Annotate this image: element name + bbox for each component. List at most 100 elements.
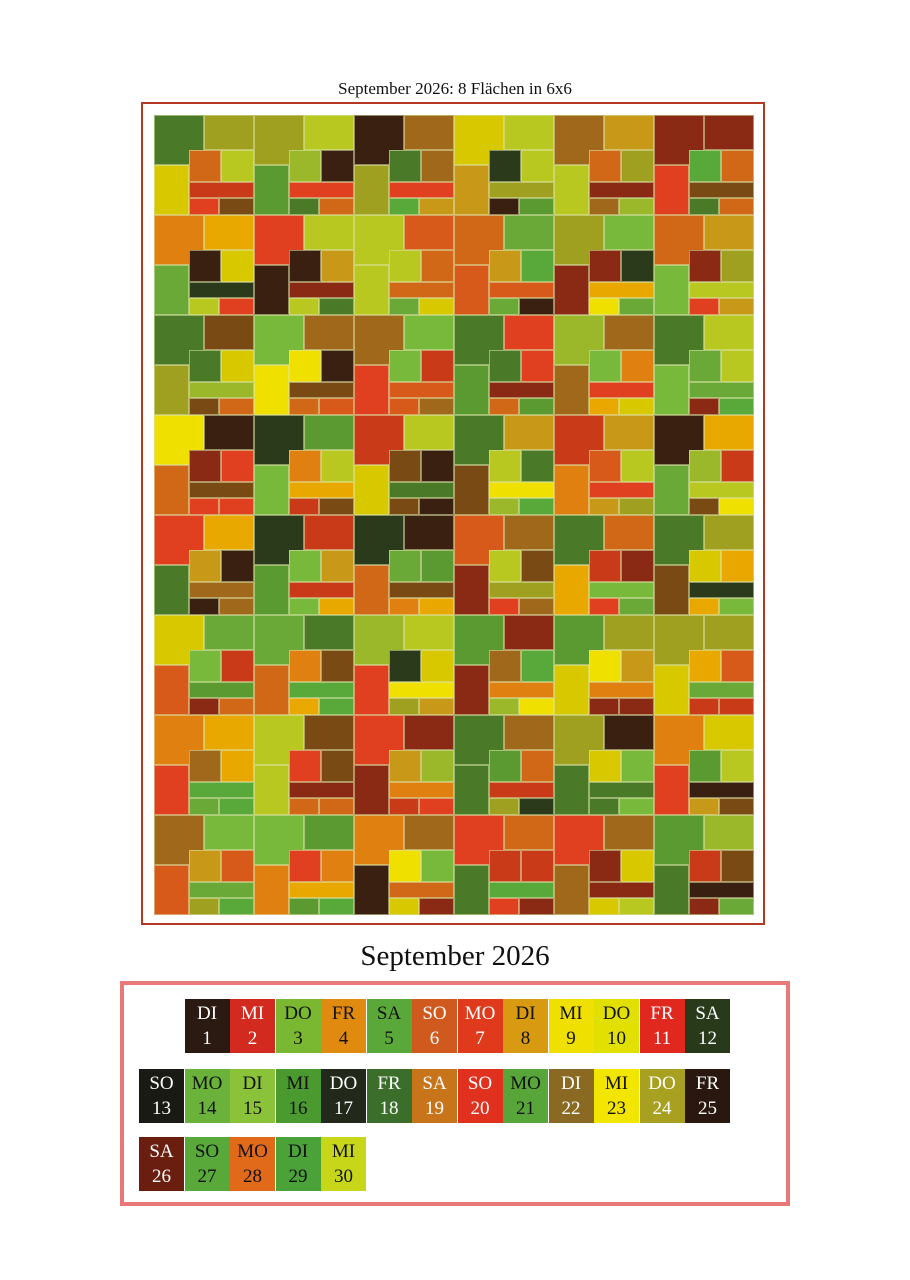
- mosaic-piece: [689, 698, 719, 715]
- mosaic-piece: [721, 750, 754, 782]
- mosaic-piece: [289, 582, 354, 598]
- mosaic-piece: [589, 282, 654, 298]
- calendar-day: MI 9: [548, 999, 594, 1053]
- mosaic-piece: [304, 315, 354, 350]
- mosaic-piece: [521, 150, 554, 182]
- mosaic-piece: [419, 398, 454, 415]
- mosaic-piece: [689, 498, 719, 515]
- mosaic-piece: [654, 465, 689, 515]
- mosaic-piece: [389, 898, 419, 915]
- mosaic-piece: [521, 650, 554, 682]
- day-number: 19: [425, 1098, 444, 1119]
- mosaic-piece: [589, 582, 654, 598]
- mosaic-piece: [504, 715, 554, 750]
- mosaic-piece: [154, 365, 189, 415]
- mosaic-piece: [454, 365, 489, 415]
- mosaic-piece: [254, 565, 289, 615]
- mosaic-piece: [389, 598, 419, 615]
- mosaic-piece: [321, 750, 354, 782]
- mosaic-piece: [589, 398, 619, 415]
- mosaic-piece: [719, 698, 754, 715]
- weekday-label: FR: [377, 1073, 401, 1094]
- mosaic-piece: [189, 682, 254, 698]
- mosaic-piece: [189, 650, 221, 682]
- mosaic-piece: [389, 450, 421, 482]
- mosaic-piece: [721, 250, 754, 282]
- mosaic-artwork: [154, 115, 754, 915]
- mosaic-piece: [389, 850, 421, 882]
- mosaic-piece: [189, 798, 219, 815]
- mosaic-piece: [404, 315, 454, 350]
- mosaic-piece: [389, 782, 454, 798]
- mosaic-piece: [289, 350, 321, 382]
- mosaic-piece: [589, 650, 621, 682]
- mosaic-piece: [321, 450, 354, 482]
- mosaic-piece: [254, 665, 289, 715]
- weekday-label: DI: [196, 1003, 218, 1024]
- mosaic-piece: [419, 298, 454, 315]
- mosaic-piece: [354, 765, 389, 815]
- mosaic-piece: [589, 850, 621, 882]
- mosaic-piece: [289, 482, 354, 498]
- mosaic-piece: [689, 798, 719, 815]
- mosaic-piece: [221, 150, 254, 182]
- mosaic-piece: [421, 850, 454, 882]
- mosaic-piece: [589, 550, 621, 582]
- mosaic-piece: [654, 665, 689, 715]
- mosaic-piece: [204, 115, 254, 150]
- mosaic-piece: [719, 398, 754, 415]
- weekday-label: MI: [559, 1003, 583, 1024]
- mosaic-piece: [489, 598, 519, 615]
- mosaic-piece: [554, 765, 589, 815]
- mosaic-piece: [421, 650, 454, 682]
- mosaic-piece: [519, 698, 554, 715]
- mosaic-piece: [289, 882, 354, 898]
- mosaic-piece: [519, 598, 554, 615]
- mosaic-piece: [304, 615, 354, 650]
- mosaic-piece: [189, 182, 254, 198]
- weekday-label: DI: [242, 1073, 263, 1094]
- weekday-label: SA: [695, 1003, 720, 1024]
- mosaic-piece: [489, 250, 521, 282]
- mosaic-piece: [621, 750, 654, 782]
- day-number: 17: [334, 1098, 353, 1119]
- weekday-label: FR: [695, 1073, 720, 1094]
- mosaic-piece: [604, 615, 654, 650]
- mosaic-piece: [489, 482, 554, 498]
- mosaic-piece: [204, 215, 254, 250]
- mosaic-piece: [254, 765, 289, 815]
- mosaic-piece: [454, 165, 489, 215]
- day-number: 5: [384, 1028, 394, 1049]
- mosaic-piece: [521, 250, 554, 282]
- mosaic-piece: [289, 898, 319, 915]
- day-number: 29: [288, 1166, 308, 1187]
- mosaic-piece: [554, 415, 604, 465]
- mosaic-piece: [304, 515, 354, 550]
- mosaic-piece: [354, 365, 389, 415]
- mosaic-piece: [154, 265, 189, 315]
- mosaic-piece: [704, 315, 754, 350]
- weekday-label: FR: [650, 1003, 674, 1024]
- day-number: 12: [698, 1028, 717, 1049]
- mosaic-piece: [189, 782, 254, 798]
- mosaic-piece: [289, 750, 321, 782]
- mosaic-piece: [504, 315, 554, 350]
- mosaic-piece: [219, 898, 254, 915]
- mosaic-piece: [489, 350, 521, 382]
- calendar-day: SO 27: [184, 1137, 230, 1191]
- mosaic-piece: [504, 115, 554, 150]
- mosaic-piece: [219, 698, 254, 715]
- mosaic-piece: [389, 582, 454, 598]
- mosaic-piece: [654, 765, 689, 815]
- mosaic-piece: [389, 750, 421, 782]
- mosaic-piece: [189, 698, 219, 715]
- mosaic-piece: [719, 298, 754, 315]
- mosaic-piece: [389, 698, 419, 715]
- mosaic-piece: [719, 598, 754, 615]
- mosaic-piece: [419, 798, 454, 815]
- mosaic-piece: [289, 298, 319, 315]
- calendar-day: DO 24: [639, 1069, 685, 1123]
- mosaic-piece: [489, 198, 519, 215]
- day-number: 11: [652, 1028, 672, 1049]
- mosaic-piece: [589, 882, 654, 898]
